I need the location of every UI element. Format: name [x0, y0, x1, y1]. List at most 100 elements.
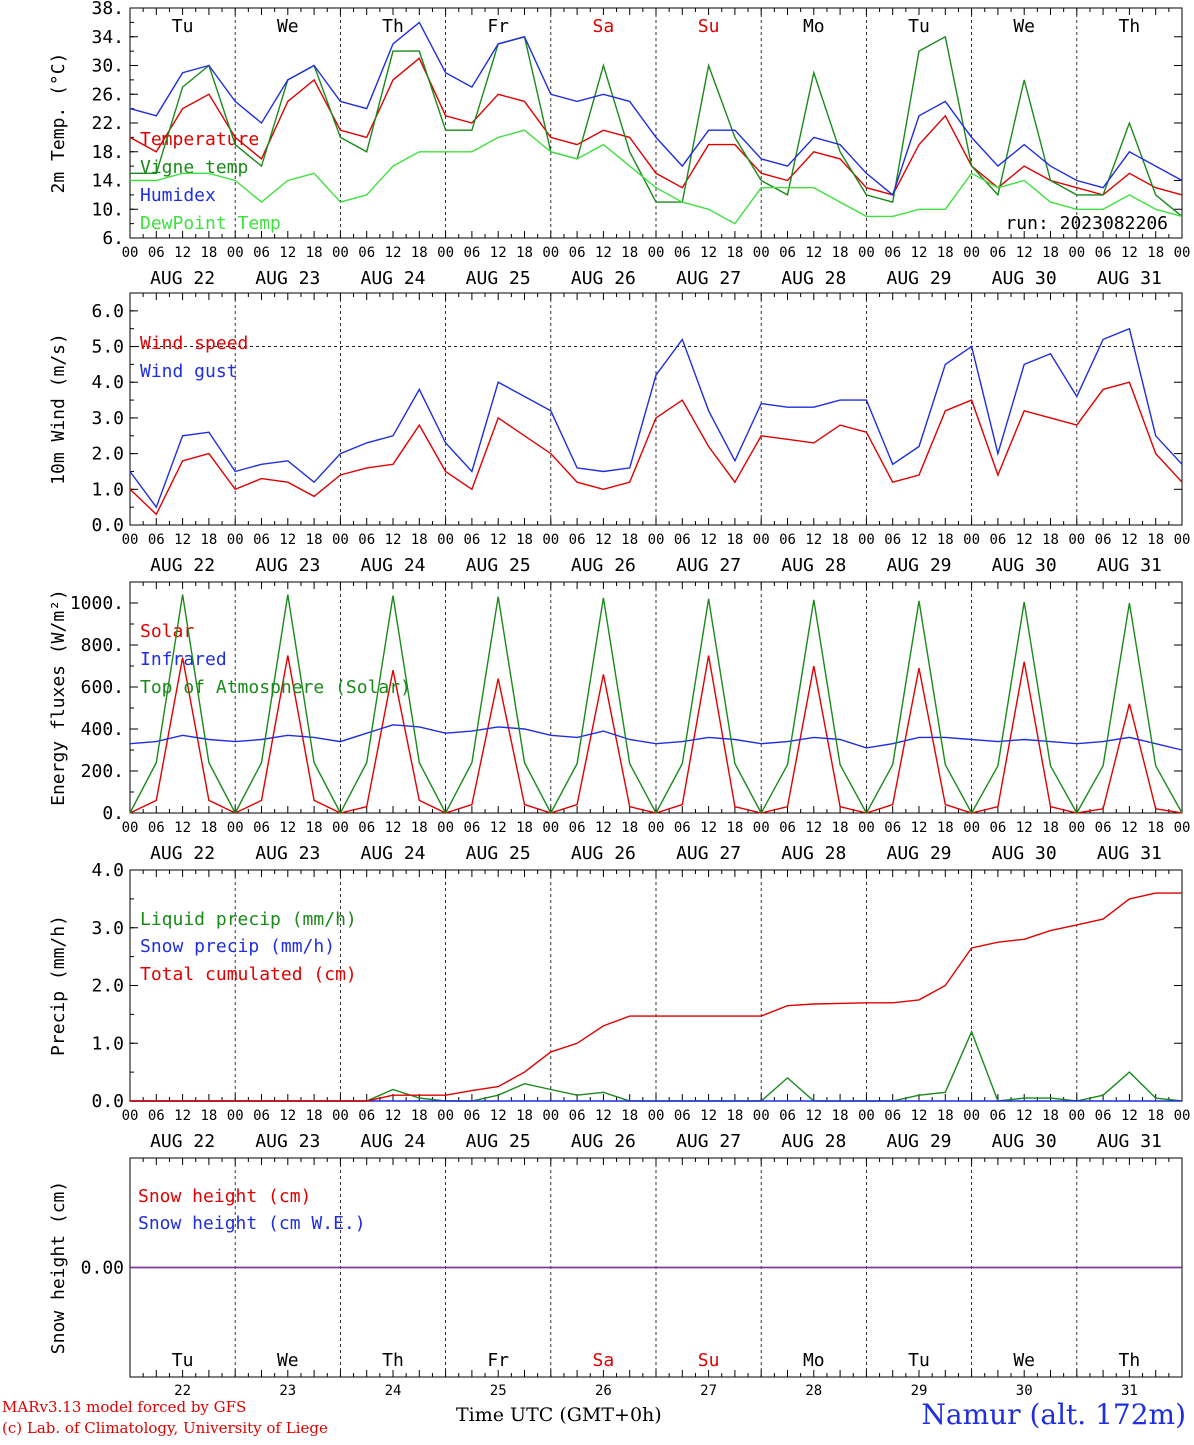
weekday-label: Fr	[487, 1350, 509, 1371]
date-label: AUG 23	[255, 555, 320, 576]
hour-tick-label: 06	[463, 245, 480, 261]
date-label: AUG 25	[466, 1131, 531, 1152]
hour-tick-label: 06	[463, 532, 480, 548]
weekday-label: Tu	[908, 1350, 930, 1371]
date-label: AUG 29	[886, 555, 951, 576]
hour-tick-label: 06	[1095, 820, 1112, 836]
hour-tick-label: 18	[1147, 1108, 1164, 1124]
hour-tick-label: 06	[1095, 1108, 1112, 1124]
day-number-label: 28	[805, 1383, 822, 1399]
date-label: AUG 28	[781, 268, 846, 289]
hour-tick-label: 12	[1121, 1108, 1138, 1124]
weekday-label: Tu	[172, 16, 194, 37]
hour-tick-label: 00	[437, 245, 454, 261]
hour-tick-label: 06	[779, 245, 796, 261]
date-label: AUG 28	[781, 555, 846, 576]
y-tick-label: 38.	[91, 0, 124, 19]
hour-tick-label: 18	[1147, 532, 1164, 548]
y-tick-label: 18.	[91, 142, 124, 163]
hour-tick-label: 18	[306, 1108, 323, 1124]
series-line-wind-gust	[129, 327, 1183, 509]
hour-tick-label: 18	[411, 532, 428, 548]
hour-tick-label: 06	[674, 1108, 691, 1124]
hour-tick-label: 00	[858, 1108, 875, 1124]
hour-tick-label: 12	[385, 532, 402, 548]
hour-tick-label: 12	[490, 532, 507, 548]
legend-entry: Temperature	[140, 129, 259, 150]
hour-tick-label: 12	[700, 1108, 717, 1124]
date-label: AUG 31	[1097, 1131, 1162, 1152]
hour-tick-label: 06	[674, 245, 691, 261]
hour-tick-label: 00	[648, 820, 665, 836]
day-number-label: 26	[595, 1383, 612, 1399]
date-label: AUG 29	[886, 268, 951, 289]
hour-tick-label: 12	[279, 532, 296, 548]
series-line-infrared	[129, 724, 1183, 751]
hour-tick-label: 12	[805, 532, 822, 548]
y-tick-label: 5.0	[91, 337, 124, 358]
y-tick-label: 200.	[81, 761, 124, 782]
hour-tick-label: 06	[779, 820, 796, 836]
date-label: AUG 24	[360, 843, 425, 864]
hour-tick-label: 06	[358, 532, 375, 548]
date-label: AUG 27	[676, 843, 741, 864]
hour-tick-label: 18	[516, 820, 533, 836]
y-tick-label: 600.	[81, 677, 124, 698]
hour-tick-label: 18	[726, 820, 743, 836]
hour-tick-label: 00	[122, 820, 139, 836]
hour-tick-label: 18	[1042, 245, 1059, 261]
weekday-label: Th	[382, 16, 404, 37]
hour-tick-label: 18	[516, 532, 533, 548]
y-tick-label: 2.0	[91, 976, 124, 997]
hour-tick-label: 00	[227, 1108, 244, 1124]
hour-tick-label: 00	[437, 820, 454, 836]
hour-tick-label: 18	[621, 1108, 638, 1124]
hour-tick-label: 00	[332, 820, 349, 836]
hour-tick-label: 00	[437, 1108, 454, 1124]
date-label: AUG 29	[886, 843, 951, 864]
hour-tick-label: 06	[463, 820, 480, 836]
hour-tick-label: 18	[1147, 820, 1164, 836]
y-tick-label: 1.0	[91, 1033, 124, 1054]
hour-tick-label: 12	[911, 820, 928, 836]
date-label: AUG 24	[360, 268, 425, 289]
hour-tick-label: 00	[332, 532, 349, 548]
date-label: AUG 27	[676, 1131, 741, 1152]
date-label: AUG 23	[255, 843, 320, 864]
hour-tick-label: 00	[963, 532, 980, 548]
hour-tick-label: 12	[174, 820, 191, 836]
hour-tick-label: 00	[1174, 532, 1191, 548]
hour-tick-label: 00	[858, 532, 875, 548]
weekday-label: Mo	[803, 1350, 825, 1371]
hour-tick-label: 00	[542, 820, 559, 836]
hour-tick-label: 06	[674, 820, 691, 836]
date-label: AUG 22	[150, 1131, 215, 1152]
time-axis-label: Time UTC (GMT+0h)	[456, 1404, 662, 1426]
weekday-label: Fr	[487, 16, 509, 37]
hour-tick-label: 12	[1016, 1108, 1033, 1124]
hour-tick-label: 00	[858, 820, 875, 836]
date-label: AUG 26	[571, 268, 636, 289]
weekday-label: Su	[698, 16, 720, 37]
hour-tick-label: 06	[779, 532, 796, 548]
date-label: AUG 27	[676, 555, 741, 576]
hour-tick-label: 18	[726, 245, 743, 261]
date-label: AUG 28	[781, 843, 846, 864]
hour-tick-label: 00	[122, 1108, 139, 1124]
y-tick-label: 34.	[91, 27, 124, 48]
y-tick-label: 22.	[91, 113, 124, 134]
legend-entry: Infrared	[140, 649, 227, 670]
hour-tick-label: 00	[1068, 245, 1085, 261]
hour-tick-label: 12	[911, 1108, 928, 1124]
hour-tick-label: 12	[700, 532, 717, 548]
legend-entry: DewPoint Temp	[140, 213, 281, 234]
date-label: AUG 26	[571, 843, 636, 864]
date-label: AUG 31	[1097, 843, 1162, 864]
hour-tick-label: 00	[227, 820, 244, 836]
series-line-liquid-precip-mm-h-	[130, 1029, 1183, 1102]
hour-tick-label: 18	[832, 245, 849, 261]
hour-tick-label: 06	[148, 1108, 165, 1124]
hour-tick-label: 12	[1016, 245, 1033, 261]
hour-tick-label: 00	[963, 1108, 980, 1124]
hour-tick-label: 18	[306, 820, 323, 836]
